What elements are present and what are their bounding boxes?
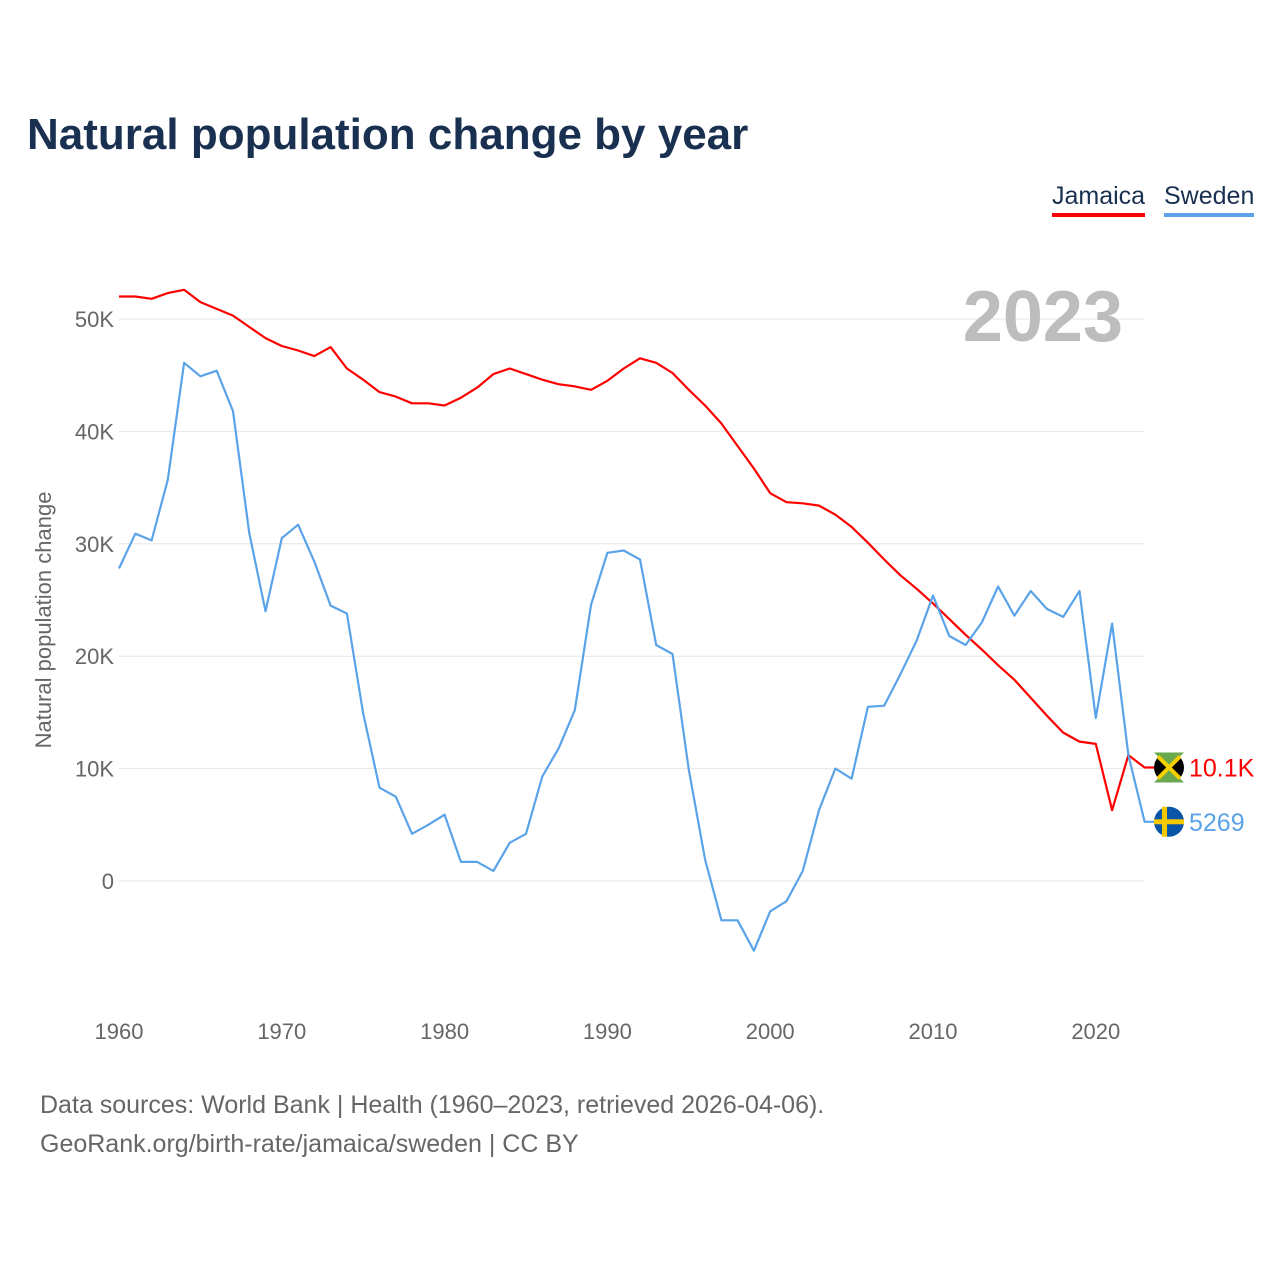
end-value-label: 5269 (1189, 809, 1245, 837)
series-line-sweden (118, 361, 1154, 952)
y-tick-label: 30K (75, 532, 114, 557)
series-line-jamaica (119, 288, 1154, 812)
y-tick-label: 50K (75, 307, 114, 332)
y-axis-label: Natural population change (31, 492, 56, 749)
x-tick-label: 2010 (909, 1019, 958, 1044)
x-tick-label: 2000 (746, 1019, 795, 1044)
footer: Data sources: World Bank | Health (1960–… (40, 1086, 824, 1164)
x-tick-label: 1970 (257, 1019, 306, 1044)
chart-title: Natural population change by year (27, 110, 749, 159)
x-tick-label: 1980 (420, 1019, 469, 1044)
y-tick-label: 20K (75, 644, 114, 669)
x-tick-label: 1990 (583, 1019, 632, 1044)
x-tick-label: 2020 (1071, 1019, 1120, 1044)
year-watermark: 2023 (963, 277, 1123, 357)
legend-item-sweden[interactable]: Sweden (1164, 182, 1255, 217)
y-tick-label: 0 (102, 869, 114, 894)
legend-item-jamaica[interactable]: Jamaica (1052, 182, 1146, 217)
sweden-flag-icon (1154, 806, 1184, 837)
y-tick-label: 10K (75, 757, 114, 782)
data-source-text: Data sources: World Bank | Health (1960–… (40, 1091, 825, 1119)
jamaica-flag-icon (1154, 752, 1184, 783)
x-tick-label: 1960 (95, 1019, 144, 1044)
attribution-link[interactable]: GeoRank.org/birth-rate/jamaica/sweden | … (40, 1130, 579, 1158)
y-tick-label: 40K (75, 419, 114, 444)
end-value-label: 10.1K (1189, 754, 1255, 782)
